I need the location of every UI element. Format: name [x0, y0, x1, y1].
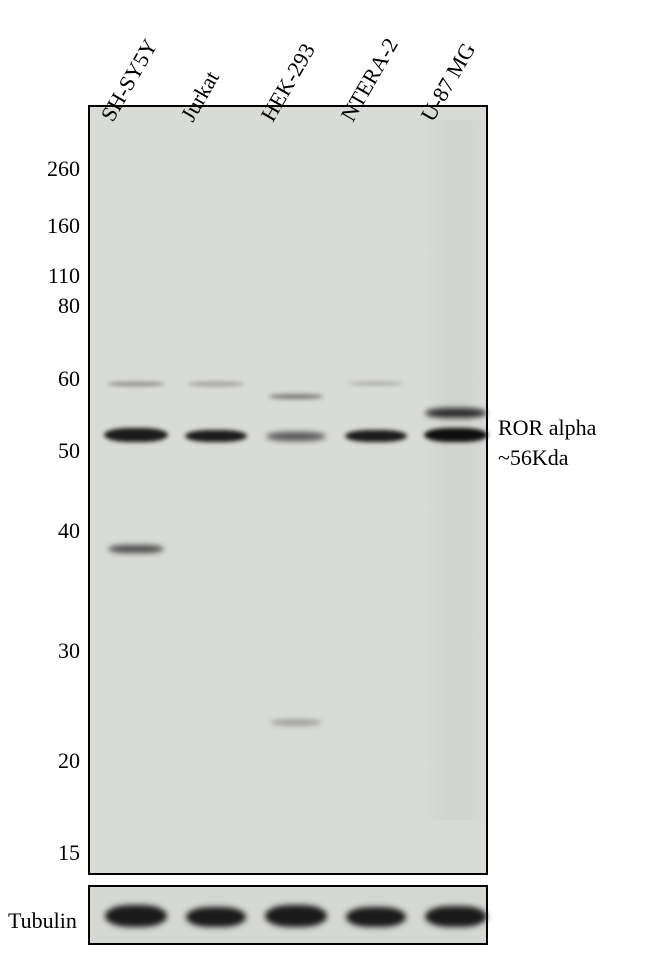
molecular-weight-marker: 40: [20, 518, 80, 544]
protein-band-main: [107, 382, 165, 386]
protein-band-main: [266, 432, 326, 441]
molecular-weight-marker: 60: [20, 366, 80, 392]
protein-band-main: [188, 382, 244, 386]
protein-band-main: [269, 394, 323, 399]
lane-streak: [427, 120, 485, 820]
molecular-weight-marker: 80: [20, 293, 80, 319]
molecular-weight-marker: 260: [20, 156, 80, 182]
target-band-label: ROR alpha: [498, 415, 596, 441]
target-band-label: ~56Kda: [498, 445, 569, 471]
protein-band-main: [104, 428, 168, 442]
protein-band-main: [424, 428, 488, 442]
protein-band-tubulin: [425, 906, 487, 927]
molecular-weight-marker: 30: [20, 638, 80, 664]
protein-band-tubulin: [186, 907, 246, 927]
protein-band-tubulin: [346, 907, 406, 927]
protein-band-tubulin: [105, 905, 167, 927]
protein-band-main: [349, 382, 403, 385]
protein-band-main: [185, 430, 247, 442]
protein-band-main: [345, 430, 407, 442]
protein-band-tubulin: [265, 905, 327, 927]
molecular-weight-marker: 15: [20, 840, 80, 866]
molecular-weight-marker: 110: [20, 263, 80, 289]
protein-band-main: [425, 408, 487, 418]
figure-container: SH-SY5YJurkatHEK-293NTERA-2U-87 MG 26016…: [0, 0, 650, 980]
molecular-weight-marker: 160: [20, 213, 80, 239]
tubulin-label: Tubulin: [8, 908, 77, 934]
molecular-weight-marker: 20: [20, 748, 80, 774]
molecular-weight-marker: 50: [20, 438, 80, 464]
protein-band-main: [108, 545, 164, 553]
protein-band-main: [271, 720, 321, 725]
